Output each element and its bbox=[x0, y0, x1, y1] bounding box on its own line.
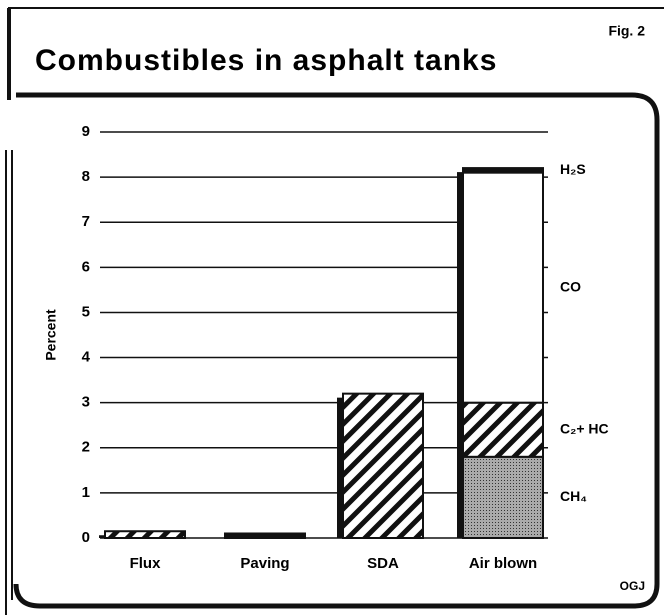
frame bbox=[5, 7, 664, 615]
y-tick-label: 0 bbox=[82, 529, 90, 546]
series-label: H₂S bbox=[560, 161, 586, 177]
y-tick-label: 4 bbox=[82, 349, 91, 366]
x-tick-label: Paving bbox=[240, 555, 289, 572]
y-tick-label: 5 bbox=[82, 303, 90, 320]
bar-segment bbox=[462, 455, 544, 539]
source-label: OGJ bbox=[620, 579, 645, 593]
bar-shadow bbox=[99, 535, 105, 538]
y-tick-label: 2 bbox=[82, 439, 90, 456]
bar-segment bbox=[462, 171, 544, 404]
x-tick-label: Air blown bbox=[469, 555, 537, 572]
bar-shadow bbox=[457, 172, 463, 539]
series-label: C₂+ HC bbox=[560, 420, 609, 436]
y-tick-label: 8 bbox=[82, 168, 90, 185]
y-tick-label: 9 bbox=[82, 123, 90, 140]
bar-segment bbox=[104, 530, 186, 540]
y-tick-label: 6 bbox=[82, 258, 90, 275]
x-tick-label: SDA bbox=[367, 555, 399, 572]
bar-segment bbox=[462, 167, 544, 174]
x-tick-label: Flux bbox=[130, 555, 161, 572]
y-tick-label: 1 bbox=[82, 484, 90, 501]
bar-segment bbox=[462, 401, 544, 458]
bar-shadow bbox=[337, 397, 343, 538]
y-tick-label: 3 bbox=[82, 394, 90, 411]
y-axis-label: Percent bbox=[43, 309, 59, 361]
series-label: CO bbox=[560, 278, 581, 294]
bar-shadow bbox=[219, 537, 225, 538]
figure-label: Fig. 2 bbox=[608, 23, 645, 39]
series-label: CH₄ bbox=[560, 488, 587, 504]
chart-title: Combustibles in asphalt tanks bbox=[35, 44, 497, 77]
bar-segment bbox=[342, 392, 424, 539]
y-tick-label: 7 bbox=[82, 213, 90, 230]
bar-segment bbox=[224, 532, 306, 540]
